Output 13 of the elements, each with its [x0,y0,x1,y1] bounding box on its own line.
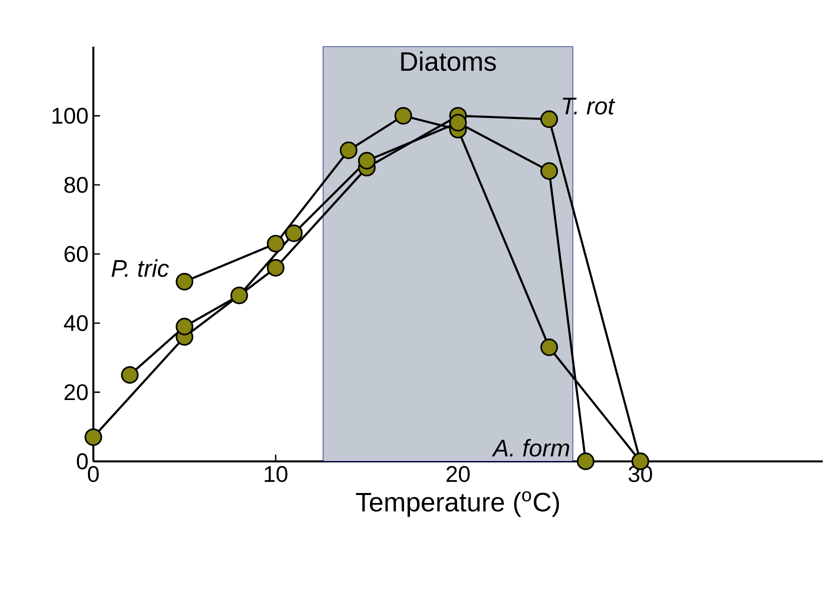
band-label: Diatoms [401,51,496,71]
x-tick-label: 0 [88,466,99,482]
y-tick-label: 60 [64,246,88,262]
x-tick-label: 20 [446,466,470,482]
y-tick-label: 100 [52,108,88,124]
series-label: P. tric [112,259,169,277]
x-tick-label: 10 [264,466,288,482]
y-tick-label: 80 [64,176,88,193]
series-label: A. form [492,438,570,457]
y-tick-label: 40 [64,315,88,332]
y-tick-label: 0 [76,453,88,470]
x-axis-title: Temperature ($^{o}$C) [356,491,559,517]
y-tick-label: 20 [64,384,88,400]
